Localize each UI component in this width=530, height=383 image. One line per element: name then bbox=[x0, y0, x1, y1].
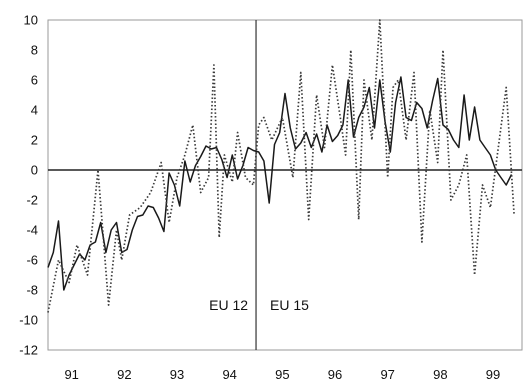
series-line-dotted bbox=[47, 19, 515, 313]
x-tick-label: 99 bbox=[486, 367, 500, 382]
x-axis-ticks: 91 92 93 94 95 96 97 98 99 bbox=[64, 367, 500, 382]
x-tick-label: 92 bbox=[117, 367, 131, 382]
x-tick-label: 91 bbox=[64, 367, 78, 382]
y-tick-label: -2 bbox=[26, 193, 38, 208]
y-tick-label: 8 bbox=[31, 43, 38, 58]
plot-area bbox=[47, 19, 523, 351]
annotation-label: EU 15 bbox=[270, 297, 309, 313]
x-tick-label: 93 bbox=[170, 367, 184, 382]
y-tick-label: -12 bbox=[19, 343, 38, 358]
x-tick-label: 94 bbox=[222, 367, 236, 382]
plot-frame bbox=[47, 19, 523, 351]
y-tick-label: 0 bbox=[31, 163, 38, 178]
x-tick-label: 96 bbox=[328, 367, 342, 382]
annotations: EU 12 EU 15 bbox=[209, 297, 309, 313]
y-tick-label: 4 bbox=[31, 103, 38, 118]
y-tick-label: -4 bbox=[26, 223, 38, 238]
y-axis-ticks: 10 8 6 4 2 0 -2 -4 -6 -8 -10 -12 bbox=[19, 13, 38, 358]
y-tick-label: 2 bbox=[31, 133, 38, 148]
x-tick-label: 98 bbox=[433, 367, 447, 382]
y-tick-label: -6 bbox=[26, 253, 38, 268]
y-tick-label: -10 bbox=[19, 313, 38, 328]
y-tick-label: 6 bbox=[31, 73, 38, 88]
x-tick-label: 97 bbox=[380, 367, 394, 382]
x-tick-label: 95 bbox=[275, 367, 289, 382]
series-layer bbox=[47, 19, 515, 313]
y-tick-label: -8 bbox=[26, 283, 38, 298]
series-line-solid bbox=[47, 76, 513, 291]
y-tick-label: 10 bbox=[24, 13, 38, 28]
annotation-label: EU 12 bbox=[209, 297, 248, 313]
